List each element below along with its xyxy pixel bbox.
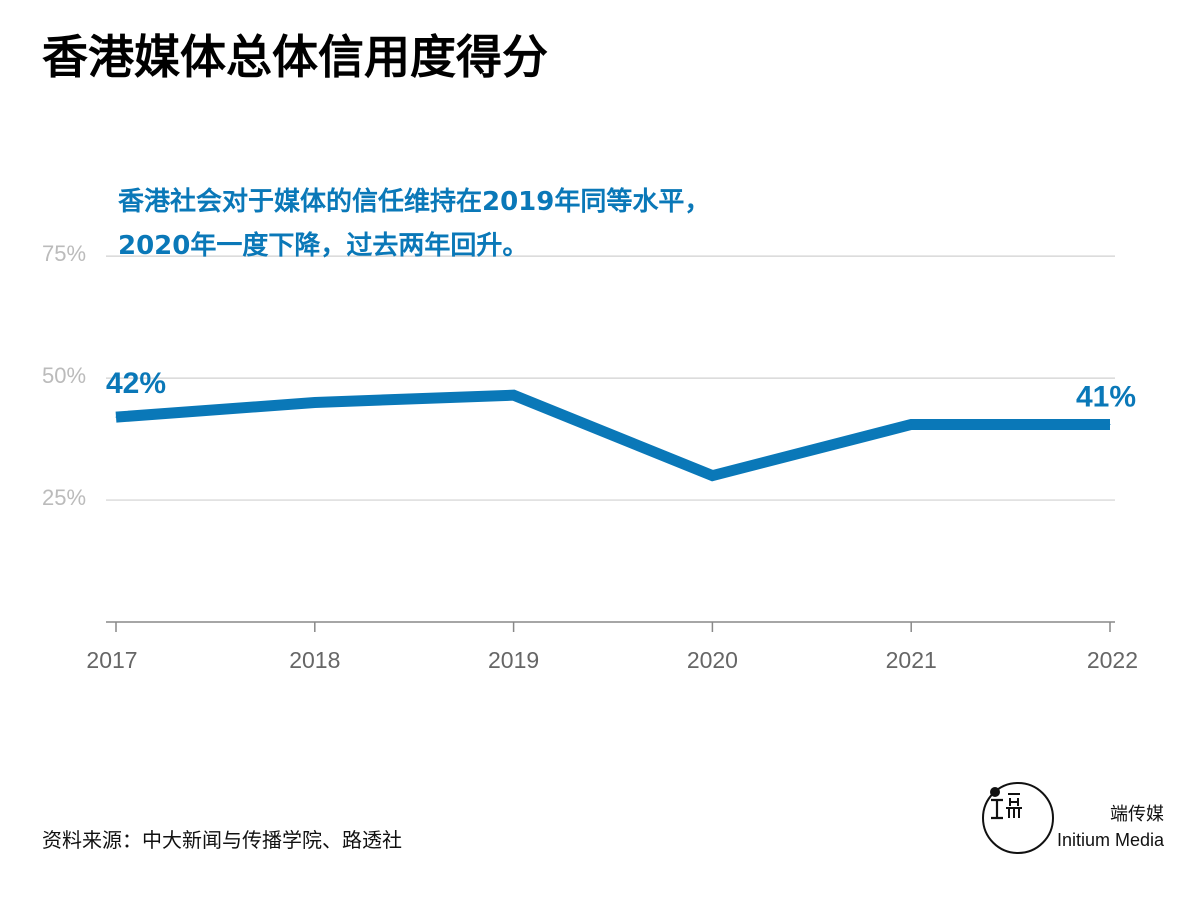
data-point-2020 [711,475,713,477]
ytick-label-25: 25% [42,485,86,510]
xtick-label-2022: 2022 [1087,647,1138,673]
initium-logo-icon [982,782,1054,854]
xtick-label-2020: 2020 [687,647,738,673]
logo-cn-text: 端传媒 [1110,804,1164,825]
data-point-2021 [910,423,912,425]
data-point-2019 [513,394,515,396]
xtick-label-2021: 2021 [886,647,937,673]
chart-annotation: 香港社会对于媒体的信任维持在2019年同等水平， 2020年一度下降，过去两年回… [118,180,710,268]
data-point-2018 [314,401,316,403]
xtick-label-2018: 2018 [289,647,340,673]
data-label-2017: 42% [106,367,166,400]
data-point-2017 [115,416,117,418]
logo-en-text: Initium Media [1056,830,1164,850]
ytick-label-75: 75% [42,241,86,266]
logo[interactable]: 端传媒 Initium Media [976,778,1176,858]
ytick-label-50: 50% [42,363,86,388]
xtick-label-2017: 2017 [86,647,137,673]
xtick-label-2019: 2019 [488,647,539,673]
chart-title: 香港媒体总体信用度得分 [42,30,548,84]
series-line-0 [115,389,1110,482]
annotation-line-1: 香港社会对于媒体的信任维持在2019年同等水平， [118,187,711,217]
source-note: 资料来源：中大新闻与传播学院、路透社 [42,828,402,852]
data-point-2022 [1109,423,1111,425]
annotation-line-2: 2020年一度下降，过去两年回升。 [118,231,529,261]
data-label-2022: 41% [1076,380,1136,413]
